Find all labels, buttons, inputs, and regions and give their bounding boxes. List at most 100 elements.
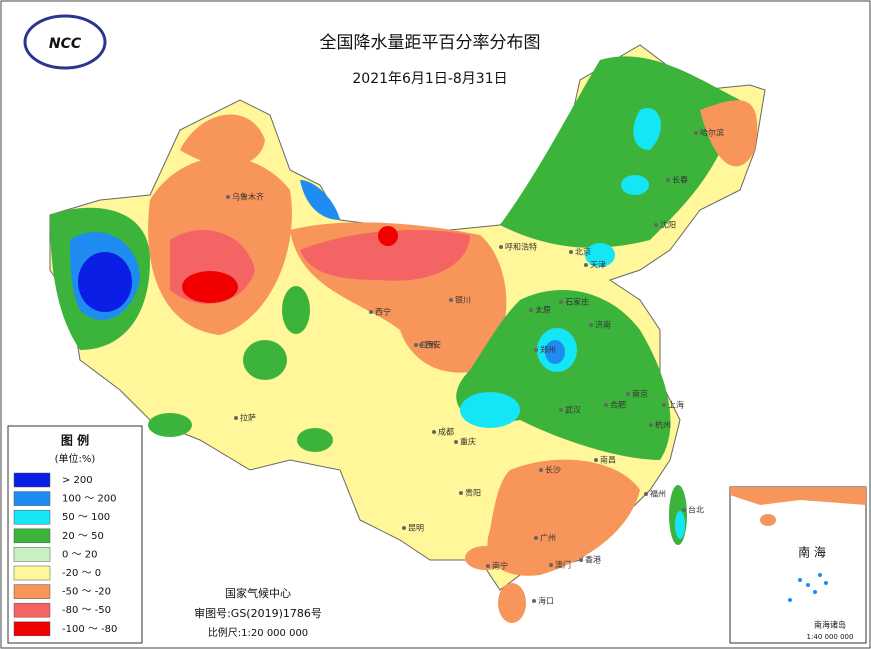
city-dot: [579, 558, 583, 562]
city-dot: [459, 491, 463, 495]
city-label: 成都: [438, 427, 454, 437]
legend-swatch: [13, 602, 51, 618]
legend-label: > 200: [62, 475, 93, 486]
city-label: 台北: [688, 505, 704, 515]
legend-label: 50 ～ 100: [62, 512, 110, 523]
city-dot: [432, 430, 436, 434]
footer-agency: 国家气候中心: [225, 586, 291, 600]
city-label: 合肥: [610, 400, 626, 410]
city-dot: [666, 178, 670, 182]
legend-swatch: [13, 621, 51, 637]
logo: NCC: [23, 14, 107, 70]
legend-title: 图 例: [61, 433, 89, 448]
city-dot: [604, 403, 608, 407]
city-label: 长沙: [545, 465, 561, 475]
city-dot: [534, 348, 538, 352]
city-dot: [454, 440, 458, 444]
legend-label: -80 ～ -50: [62, 605, 111, 616]
legend-unit: (单位:%): [55, 452, 96, 465]
city-dot: [584, 263, 588, 267]
legend-label: -20 ～ 0: [62, 568, 101, 579]
legend-swatch: [13, 547, 51, 562]
city-label: 西安: [425, 340, 441, 350]
city-label: 海口: [538, 596, 554, 606]
city-label: 重庆: [460, 437, 476, 447]
city-dot: [589, 323, 593, 327]
city-label: 昆明: [408, 524, 424, 533]
legend-swatch: [13, 565, 51, 581]
map-title: 全国降水量距平百分率分布图: [320, 33, 541, 53]
city-label: 天津: [590, 260, 606, 270]
footer-scale: 比例尺:1:20 000 000: [208, 626, 308, 639]
legend-label: -50 ～ -20: [62, 587, 111, 598]
city-dot: [694, 131, 698, 135]
inset: 南 海 南海诸岛 1:40 000 000: [729, 486, 867, 644]
legend-label: -100 ～ -80: [62, 624, 117, 635]
city-label: 福州: [650, 490, 666, 499]
city-dot: [226, 195, 230, 199]
city-dot: [499, 245, 503, 249]
city-label: 香港: [585, 555, 601, 565]
legend-swatch: [13, 528, 51, 544]
svg-text:NCC: NCC: [49, 36, 82, 52]
city-dot: [682, 508, 686, 512]
city-dot: [594, 458, 598, 462]
city-dot: [534, 536, 538, 540]
city-dot: [549, 563, 553, 567]
city-label: 沈阳: [660, 220, 676, 230]
city-dot: [559, 408, 563, 412]
inset-sea: 南 海: [798, 545, 826, 560]
legend: 图 例 (单位:%) > 200 100 ～ 200 50 ～ 100 20 ～ 50…: [7, 425, 143, 644]
city-label: 乌鲁木齐: [232, 192, 264, 202]
city-dot: [662, 403, 666, 407]
inset-scale: 1:40 000 000: [807, 633, 854, 641]
city-label: 南京: [632, 389, 648, 399]
city-dot: [649, 423, 653, 427]
map-subtitle: 2021年6月1日-8月31日: [352, 71, 507, 87]
legend-label: 20 ～ 50: [62, 531, 104, 542]
city-label: 贵阳: [465, 488, 481, 498]
city-label: 长春: [672, 175, 688, 185]
city-label: 西宁: [375, 307, 391, 317]
city-dot: [539, 468, 543, 472]
city-label: 广州: [540, 533, 556, 543]
city-label: 南昌: [600, 455, 616, 465]
city-dot: [402, 526, 406, 530]
city-dot: [644, 492, 648, 496]
city-label: 澳门: [555, 560, 571, 570]
footer-review: 审图号:GS(2019)1786号: [194, 606, 322, 620]
city-dot: [559, 300, 563, 304]
city-dot: [369, 310, 373, 314]
legend-swatch: [13, 472, 51, 488]
city-dot: [486, 564, 490, 568]
city-dot: [569, 250, 573, 254]
city-dot: [414, 343, 418, 347]
inset-islands: 南海诸岛: [814, 620, 846, 630]
city-dot: [626, 392, 630, 396]
city-dot: [234, 416, 238, 420]
city-label: 武汉: [565, 405, 581, 415]
city-label: 兰州: [420, 340, 436, 350]
city-label: 南宁: [492, 561, 508, 571]
city-label: 上海: [668, 400, 684, 410]
city-dot: [532, 599, 536, 603]
city-label: 郑州: [540, 345, 556, 355]
city-label: 呼和浩特: [505, 242, 537, 252]
city-label: 拉萨: [240, 413, 256, 423]
city-dot: [654, 223, 658, 227]
china-map: [49, 44, 766, 623]
legend-swatch: [13, 509, 51, 525]
city-dot: [449, 298, 453, 302]
city-label: 银川: [455, 295, 471, 305]
city-label: 石家庄: [565, 297, 589, 307]
legend-label: 0 ～ 20: [62, 549, 97, 560]
legend-swatch: [13, 584, 51, 599]
city-label: 北京: [575, 247, 591, 257]
city-label: 哈尔滨: [700, 128, 724, 138]
city-dot: [529, 308, 533, 312]
city-label: 济南: [595, 320, 611, 330]
legend-label: 100 ～ 200: [62, 494, 117, 505]
